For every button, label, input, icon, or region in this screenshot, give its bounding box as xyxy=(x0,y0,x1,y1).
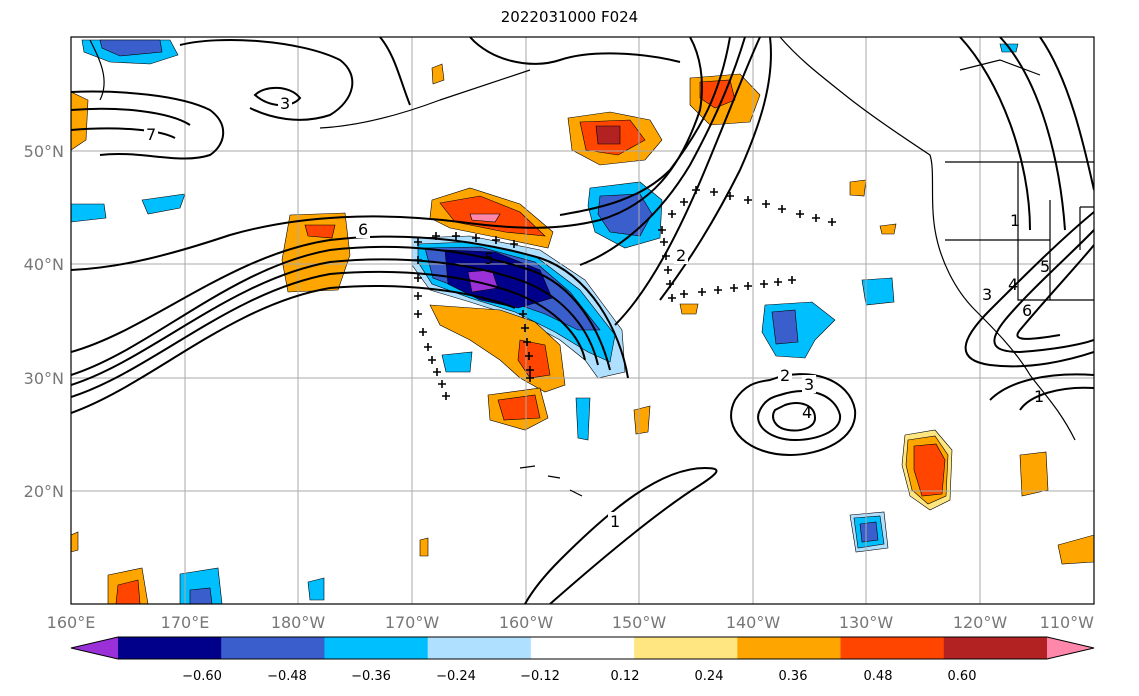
colorbar-swatches xyxy=(71,637,1094,659)
colorbar-swatch xyxy=(840,637,945,659)
colorbar-swatch xyxy=(71,637,118,659)
colorbar-swatch xyxy=(530,637,635,659)
contour-label: 6 xyxy=(358,220,368,239)
colorbar-swatch xyxy=(324,637,429,659)
lat-tick-label: 20°N xyxy=(24,482,64,501)
colorbar-tick-label: 0.60 xyxy=(948,669,977,684)
lon-tick-label: 130°W xyxy=(839,613,894,632)
contour-label: 1 xyxy=(1010,211,1020,230)
lon-tick-label: 120°W xyxy=(953,613,1008,632)
lon-tick-label: 160°E xyxy=(47,613,96,632)
colorbar-labels: −0.60 −0.48 −0.36 −0.24 −0.12 0.12 0.24 … xyxy=(182,669,976,684)
colorbar-tick-label: 0.36 xyxy=(779,669,808,684)
colorbar-tick-label: −0.24 xyxy=(436,669,476,684)
colorbar-swatch xyxy=(1047,637,1094,659)
lon-tick-label: 180°W xyxy=(271,613,326,632)
colorbar-tick-label: −0.60 xyxy=(182,669,222,684)
longitude-labels: 160°E 170°E 180°W 170°W 160°W 150°W 140°… xyxy=(47,613,1095,632)
contour-label: 4 xyxy=(802,403,812,422)
colorbar-tick-label: 0.48 xyxy=(864,669,893,684)
contour-label: 3 xyxy=(280,94,290,113)
contour-label: 4 xyxy=(1008,275,1018,294)
contour-label: 5 xyxy=(484,249,494,268)
lon-tick-label: 170°E xyxy=(161,613,210,632)
colorbar-tick-label: −0.12 xyxy=(520,669,560,684)
contour-label: 1 xyxy=(1034,387,1044,406)
colorbar-tick-label: −0.36 xyxy=(351,669,391,684)
contour-label: 1 xyxy=(610,512,620,531)
colorbar-swatch xyxy=(118,637,222,659)
contour-label: 2 xyxy=(780,366,790,385)
lat-tick-label: 40°N xyxy=(24,255,64,274)
lat-tick-label: 50°N xyxy=(24,142,64,161)
colorbar-tick-label: −0.48 xyxy=(267,669,307,684)
colorbar-swatch xyxy=(221,637,325,659)
contour-label: 3 xyxy=(804,375,814,394)
map-title: 2022031000 F024 xyxy=(500,8,639,26)
lon-tick-label: 110°W xyxy=(1040,613,1095,632)
colorbar-swatch xyxy=(737,637,842,659)
contour-label: 3 xyxy=(982,285,992,304)
track-markers xyxy=(414,186,836,400)
colorbar-outline xyxy=(70,636,1095,660)
contour-labels: 3 7 6 5 2 2 3 4 1 5 6 3 4 1 1 xyxy=(144,94,1050,531)
contour-label: 5 xyxy=(1040,257,1050,276)
colorbar-tick-label: 0.24 xyxy=(695,669,724,684)
latitude-labels: 50°N 40°N 30°N 20°N xyxy=(24,142,64,501)
lon-tick-label: 140°W xyxy=(726,613,781,632)
contour-label: 6 xyxy=(1022,301,1032,320)
contour-label: 7 xyxy=(146,125,156,144)
colorbar-tick-label: 0.12 xyxy=(611,669,640,684)
colorbar: −0.60 −0.48 −0.36 −0.24 −0.12 0.12 0.24 … xyxy=(70,636,1095,684)
lat-tick-label: 30°N xyxy=(24,369,64,388)
colorbar-swatch xyxy=(634,637,738,659)
colorbar-swatch xyxy=(943,637,1048,659)
lon-tick-label: 160°W xyxy=(499,613,554,632)
height-contours xyxy=(71,37,1094,604)
colorbar-swatch xyxy=(427,637,532,659)
coastlines xyxy=(89,37,1094,497)
map-frame xyxy=(70,36,1095,605)
contour-label: 2 xyxy=(676,246,686,265)
lon-tick-label: 150°W xyxy=(612,613,667,632)
lon-tick-label: 170°W xyxy=(385,613,440,632)
